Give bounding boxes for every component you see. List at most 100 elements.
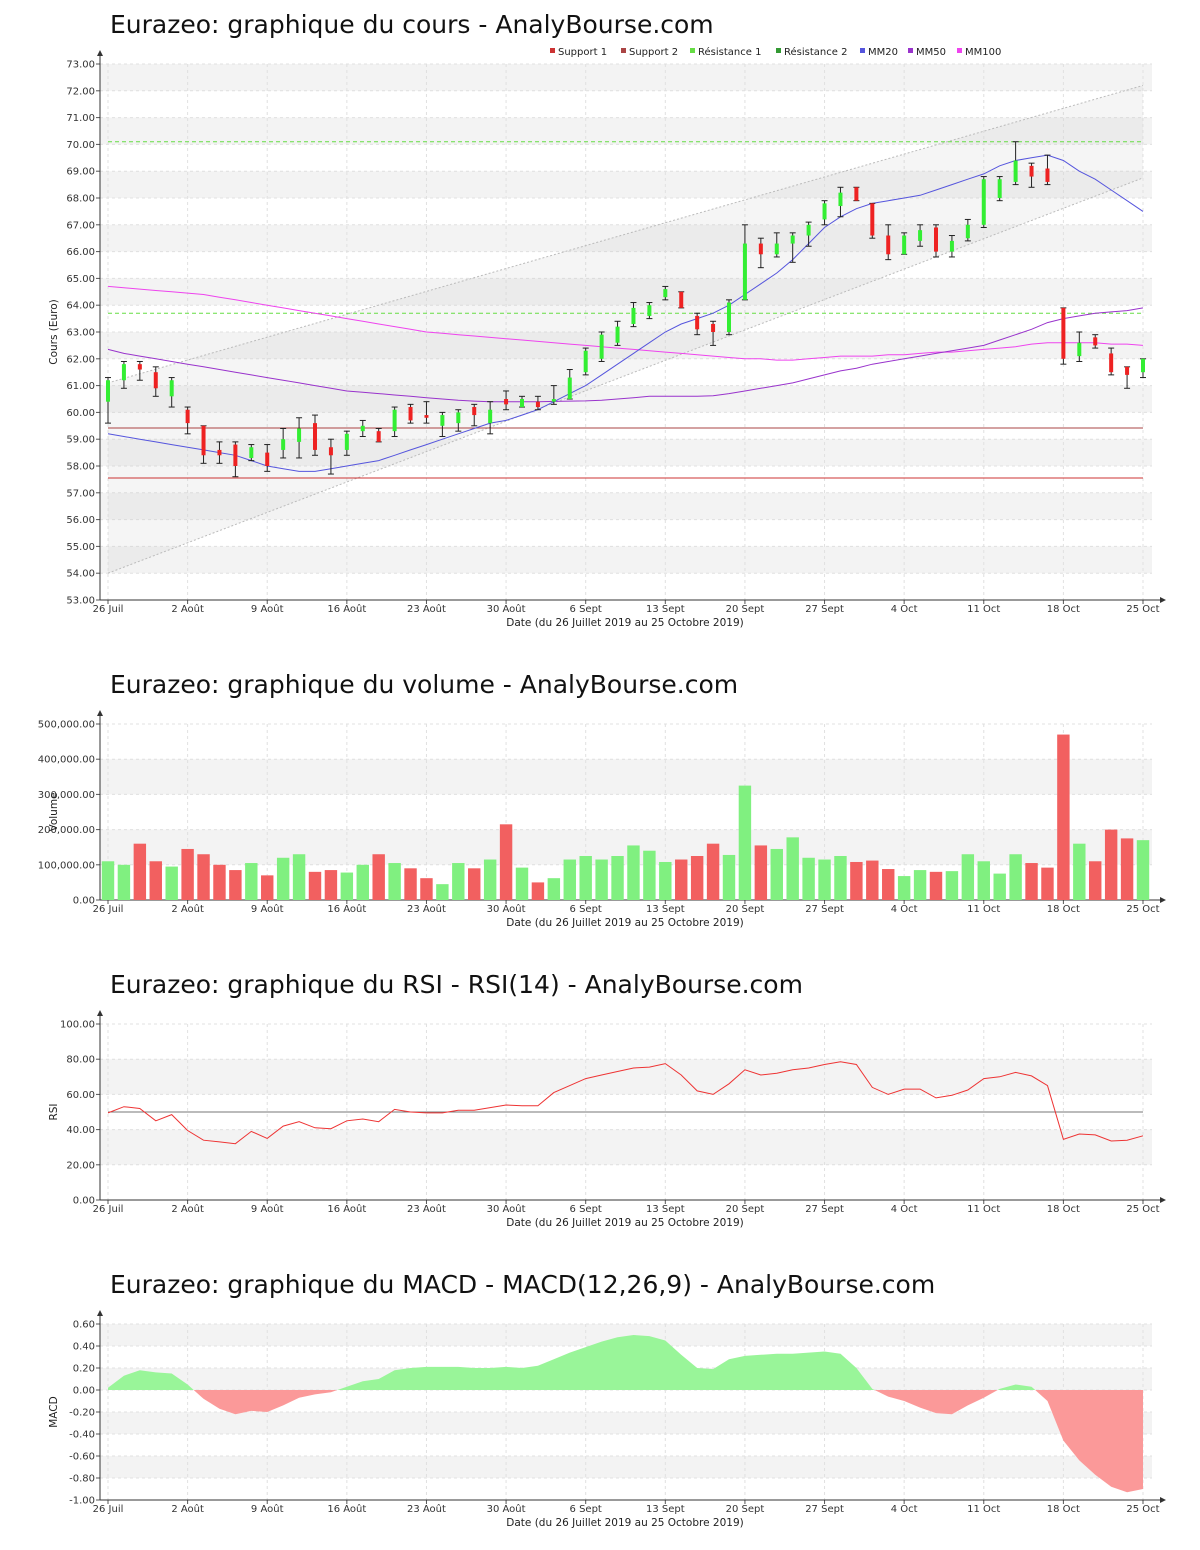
candle-body [647, 305, 652, 316]
legend-label: Résistance 1 [698, 46, 761, 58]
legend-label: MM20 [868, 47, 898, 58]
volume-bar [595, 859, 608, 900]
volume-bar [165, 866, 178, 900]
volume-bar [229, 870, 242, 900]
volume-bar [961, 854, 975, 900]
macd-band [100, 1412, 1152, 1434]
macd-ytick-label: 0.00 [73, 1386, 95, 1397]
price-band [100, 171, 1152, 198]
candle-body [1093, 337, 1098, 346]
volume-bar [1041, 867, 1054, 900]
candle-body [392, 409, 397, 432]
volume-bar [276, 857, 290, 900]
macd-xtick-label: 30 Août [487, 1503, 526, 1515]
rsi-xtick-label: 6 Sept [570, 1204, 602, 1215]
candle-body [137, 364, 142, 370]
volume-chart-panel: Eurazeo: graphique du volume - AnalyBour… [0, 660, 1200, 950]
candle-body [727, 302, 731, 332]
legend-swatch [908, 48, 913, 53]
price-ytick-label: 61.00 [66, 381, 95, 392]
candle-body [1141, 358, 1145, 373]
candle-body [567, 377, 572, 399]
price-band [100, 332, 1152, 359]
macd-chart-title: Eurazeo: graphique du MACD - MACD(12,26,… [110, 1270, 936, 1299]
volume-xtick-label: 9 Août [251, 903, 284, 915]
volume-x-arrow [1160, 897, 1166, 903]
price-band [100, 64, 1152, 91]
price-x-axis-label: Date (du 26 Juillet 2019 au 25 Octobre 2… [506, 617, 743, 629]
price-xtick-label: 26 Juil [93, 604, 124, 615]
volume-bar [834, 856, 847, 900]
rsi-xtick-label: 26 Juil [93, 1204, 124, 1215]
candle-body [934, 227, 938, 252]
price-ytick-label: 55.00 [66, 542, 95, 553]
volume-bar [993, 873, 1006, 900]
candle-body [1045, 168, 1050, 182]
volume-chart: 0.00 100,000.00 200,000.00 300,000.00 400,00… [38, 710, 1166, 929]
rsi-band [100, 1059, 1152, 1095]
price-chart: 53.00 54.00 55.00 56.00 57.00 58.00 59.00 60.00… [48, 46, 1166, 629]
candle-body [981, 179, 986, 225]
candle-body [1061, 307, 1066, 359]
volume-bar [866, 860, 879, 900]
candle-body [121, 364, 126, 381]
price-band [100, 492, 1152, 520]
candle-body [313, 423, 317, 450]
volume-bar [675, 859, 688, 900]
candle-body [328, 447, 333, 456]
volume-bar [913, 870, 927, 900]
macd-xtick-label: 27 Sept [805, 1504, 844, 1515]
candle-body [169, 380, 174, 397]
volume-ytick-label: 500,000.00 [38, 720, 95, 731]
volume-xtick-label: 27 Sept [805, 904, 844, 915]
macd-ytick-label: -0.40 [69, 1430, 95, 1441]
macd-xtick-label: 13 Sept [646, 1504, 685, 1515]
price-x-arrow [1160, 597, 1166, 603]
volume-bar [261, 875, 274, 900]
candle-body [870, 203, 875, 236]
legend-swatch [621, 48, 626, 53]
volume-x-axis-label: Date (du 26 Juillet 2019 au 25 Octobre 2… [506, 917, 743, 929]
price-xtick-label: 6 Sept [570, 604, 602, 615]
price-ytick-label: 69.00 [66, 167, 95, 178]
candle-body [344, 433, 349, 450]
macd-ytick-label: -0.60 [69, 1452, 95, 1463]
candle-body [217, 449, 222, 456]
rsi-xtick-label: 11 Oct [967, 1204, 1000, 1215]
rsi-ytick-label: 80.00 [66, 1055, 95, 1066]
rsi-xtick-label: 16 Août [327, 1203, 366, 1215]
rsi-xtick-label: 20 Sept [726, 1204, 765, 1215]
candle-body [424, 415, 429, 418]
price-ytick-label: 68.00 [66, 194, 95, 205]
volume-bar [324, 870, 338, 900]
price-xtick-label: 18 Oct [1047, 604, 1080, 615]
candle-body [679, 291, 684, 308]
volume-bar [738, 785, 752, 900]
volume-bar [690, 856, 704, 900]
price-xtick-label: 20 Sept [726, 604, 765, 615]
price-xtick-label: 27 Sept [805, 604, 844, 615]
candle-body [360, 425, 365, 432]
macd-xtick-label: 23 Août [407, 1503, 446, 1515]
volume-bar [945, 871, 959, 900]
volume-ytick-label: 200,000.00 [38, 825, 95, 836]
candle-body [1077, 342, 1082, 357]
volume-band [100, 759, 1152, 795]
macd-ytick-label: 0.60 [73, 1320, 95, 1331]
rsi-line [107, 1061, 1144, 1145]
candle-body [535, 401, 540, 408]
volume-bar [579, 856, 592, 900]
price-ytick-label: 56.00 [66, 515, 95, 526]
price-chart-title: Eurazeo: graphique du cours - AnalyBours… [110, 10, 714, 39]
rsi-xtick-label: 25 Oct [1126, 1204, 1159, 1215]
rsi-ytick-label: 0.00 [73, 1196, 95, 1207]
macd-x-axis-label: Date (du 26 Juillet 2019 au 25 Octobre 2… [506, 1517, 743, 1529]
volume-bar [404, 868, 417, 900]
volume-bar [850, 861, 863, 900]
volume-xtick-label: 6 Sept [570, 904, 602, 915]
price-ytick-label: 66.00 [66, 247, 95, 258]
macd-xtick-label: 18 Oct [1047, 1504, 1080, 1515]
rsi-xtick-label: 2 Août [171, 1203, 204, 1215]
volume-xtick-label: 16 Août [327, 903, 366, 915]
rsi-band [100, 1129, 1152, 1165]
